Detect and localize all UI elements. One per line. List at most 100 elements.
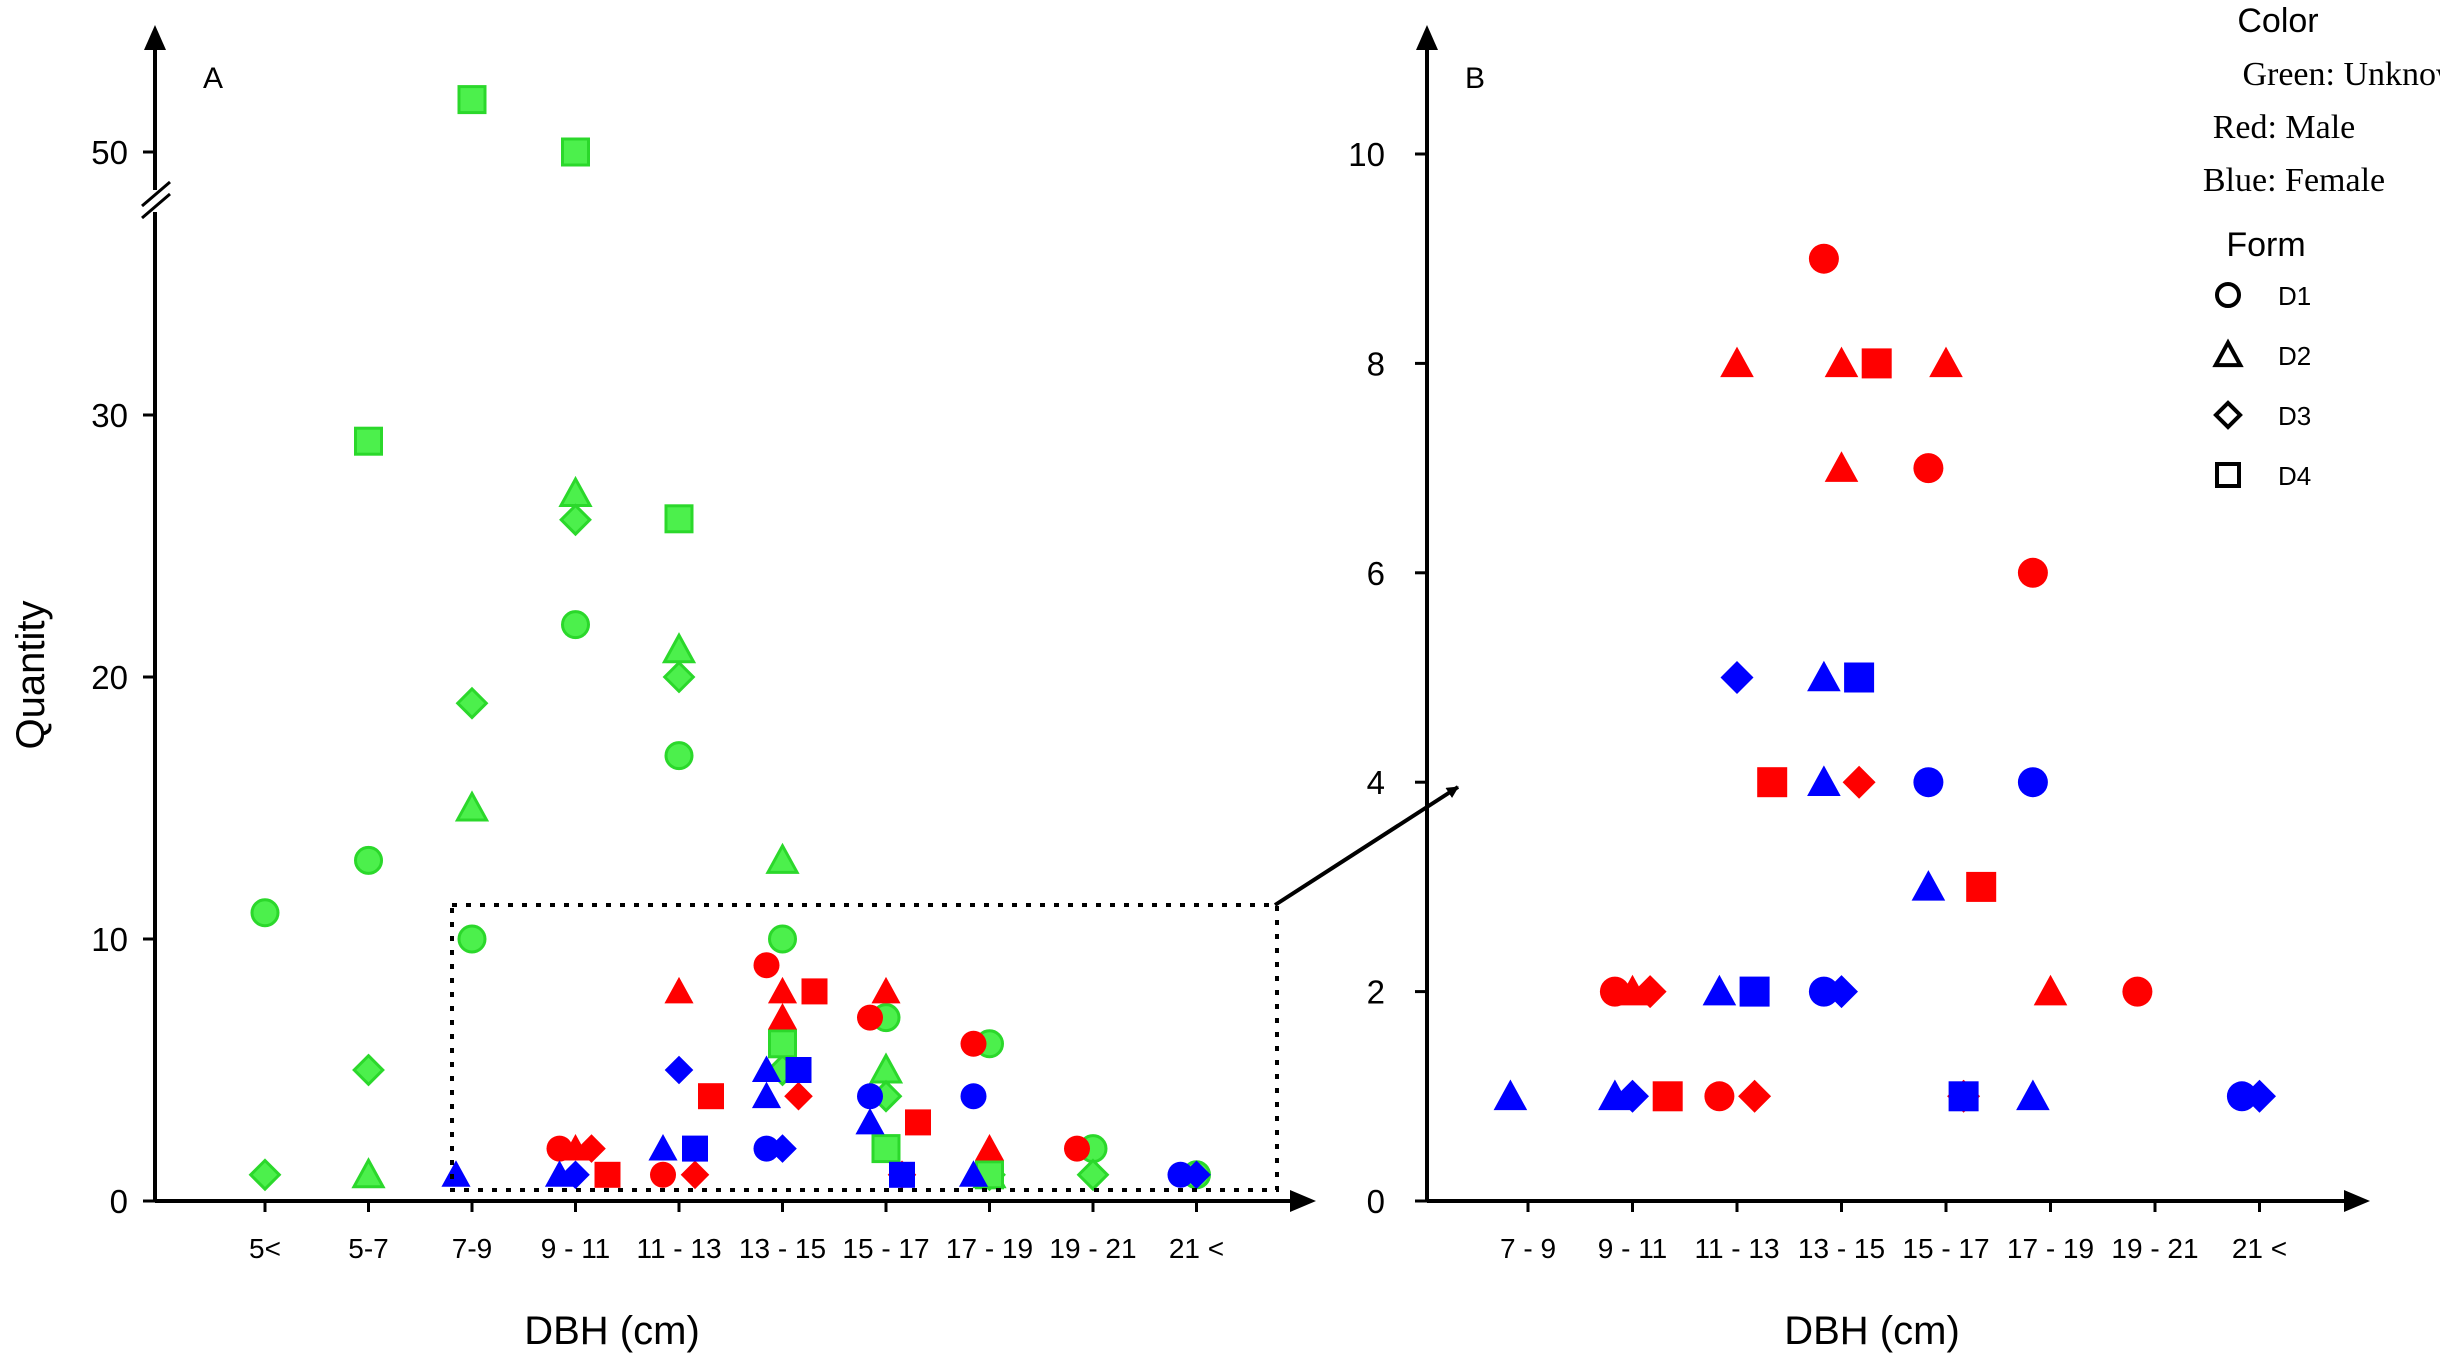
blue-square-point bbox=[889, 1161, 915, 1188]
red-square-point bbox=[594, 1161, 621, 1188]
blue-diamond-point bbox=[1720, 661, 1754, 694]
blue-circle-point bbox=[753, 1135, 780, 1162]
legend: Color Green: Unknown Red: Male Blue: Fem… bbox=[2203, 2, 2440, 491]
red-square-point bbox=[1652, 1081, 1683, 1112]
y-tick-label: 10 bbox=[91, 921, 128, 958]
x-tick-label: 15 - 17 bbox=[842, 1233, 929, 1264]
red-square-point bbox=[905, 1109, 931, 1136]
panel-b-x-axis-label: DBH (cm) bbox=[1784, 1309, 1960, 1353]
red-diamond-point bbox=[1633, 975, 1667, 1009]
red-diamond-point bbox=[1842, 765, 1876, 799]
y-tick-label: 50 bbox=[91, 134, 128, 171]
y-tick-label: 20 bbox=[91, 659, 128, 696]
blue-circle-point bbox=[1913, 767, 1944, 798]
x-tick-label: 13 - 15 bbox=[1798, 1233, 1885, 1264]
legend-color-title: Color bbox=[2237, 2, 2318, 40]
red-triangle-point bbox=[974, 1134, 1005, 1161]
legend-circle-icon bbox=[2215, 282, 2241, 308]
legend-form-label: D4 bbox=[2278, 461, 2311, 491]
x-tick-label: 7-9 bbox=[452, 1233, 492, 1264]
x-tick-label: 19 - 21 bbox=[2111, 1233, 2198, 1264]
y-tick-label: 2 bbox=[1367, 974, 1385, 1011]
panel-a-y-axis-label: Quantity bbox=[9, 601, 53, 750]
red-diamond-point bbox=[577, 1134, 606, 1163]
x-tick-label: 17 - 19 bbox=[946, 1233, 1033, 1264]
legend-form-label: D1 bbox=[2278, 281, 2311, 311]
x-tick-label: 7 - 9 bbox=[1500, 1233, 1556, 1264]
blue-triangle-point bbox=[958, 1160, 989, 1187]
red-diamond-point bbox=[784, 1081, 813, 1111]
green-diamond-point bbox=[248, 1158, 282, 1192]
x-tick-label: 13 - 15 bbox=[739, 1233, 826, 1264]
blue-diamond-point bbox=[1825, 975, 1858, 1009]
x-tick-label: 21 < bbox=[2232, 1233, 2287, 1264]
blue-circle-point bbox=[960, 1083, 987, 1110]
legend-form-label: D2 bbox=[2278, 341, 2311, 371]
green-circle-point bbox=[457, 924, 487, 954]
green-square-point bbox=[561, 137, 590, 167]
green-circle-point bbox=[664, 741, 694, 771]
x-tick-label: 19 - 21 bbox=[1049, 1233, 1136, 1264]
y-tick-label: 8 bbox=[1367, 345, 1385, 382]
red-square-point bbox=[698, 1083, 724, 1110]
x-tick-label: 5< bbox=[249, 1233, 281, 1264]
x-tick-label: 9 - 11 bbox=[1598, 1233, 1668, 1264]
x-tick-label: 11 - 13 bbox=[1694, 1233, 1779, 1264]
red-triangle-point bbox=[1720, 346, 1754, 378]
blue-triangle-point bbox=[751, 1081, 782, 1109]
y-axis-break-mark bbox=[141, 180, 171, 208]
blue-triangle-point bbox=[1493, 1079, 1528, 1111]
blue-diamond-point bbox=[664, 1055, 694, 1085]
red-circle-point bbox=[960, 1030, 987, 1057]
red-triangle-point bbox=[1824, 346, 1859, 378]
panel-a-label: A bbox=[203, 62, 223, 95]
blue-square-point bbox=[682, 1135, 708, 1162]
blue-diamond-point bbox=[1182, 1160, 1211, 1190]
x-tick-label: 5-7 bbox=[348, 1233, 388, 1264]
blue-triangle-point bbox=[441, 1160, 471, 1187]
red-triangle-point bbox=[767, 1003, 798, 1030]
y-tick-label: 30 bbox=[91, 397, 128, 434]
red-square-point bbox=[1861, 348, 1892, 379]
green-circle-point bbox=[250, 898, 280, 928]
legend-form-label: D3 bbox=[2278, 401, 2311, 431]
y-tick-label: 0 bbox=[110, 1183, 128, 1220]
red-square-point bbox=[1966, 871, 1997, 902]
green-triangle-point bbox=[454, 790, 490, 822]
green-square-point bbox=[768, 1029, 797, 1059]
green-circle-point bbox=[354, 845, 383, 875]
red-diamond-point bbox=[1738, 1079, 1772, 1113]
red-square-point bbox=[801, 978, 828, 1005]
blue-square-point bbox=[1948, 1081, 1979, 1112]
blue-triangle-point bbox=[1702, 974, 1737, 1006]
blue-diamond-point bbox=[1616, 1079, 1649, 1113]
panel-b-y-arrowhead bbox=[1416, 25, 1438, 50]
red-circle-point bbox=[1064, 1135, 1090, 1162]
y-tick-label: 10 bbox=[1348, 136, 1385, 173]
red-square-point bbox=[1757, 767, 1788, 798]
x-tick-label: 11 - 13 bbox=[636, 1233, 721, 1264]
green-triangle-point bbox=[868, 1052, 904, 1084]
panel-a-x-axis-label: DBH (cm) bbox=[524, 1309, 700, 1353]
blue-triangle-point bbox=[751, 1055, 782, 1082]
red-triangle-point bbox=[767, 976, 798, 1004]
legend-color-item: Red: Male bbox=[2213, 109, 2356, 146]
blue-square-point bbox=[1844, 662, 1875, 693]
blue-circle-point bbox=[2226, 1081, 2257, 1112]
legend-form-title: Form bbox=[2226, 226, 2305, 264]
red-circle-point bbox=[857, 1004, 883, 1031]
blue-circle-point bbox=[1808, 976, 1839, 1007]
red-circle-point bbox=[1808, 243, 1839, 274]
red-triangle-point bbox=[1929, 346, 1963, 378]
blue-square-point bbox=[1739, 976, 1770, 1007]
y-tick-label: 0 bbox=[1367, 1183, 1385, 1220]
legend-triangle-icon bbox=[2212, 338, 2244, 368]
red-triangle-point bbox=[871, 976, 901, 1004]
legend-square-icon bbox=[2215, 462, 2241, 488]
blue-diamond-point bbox=[2243, 1079, 2276, 1113]
red-circle-point bbox=[1913, 453, 1944, 484]
blue-triangle-point bbox=[1807, 660, 1841, 692]
red-triangle-point bbox=[1824, 451, 1859, 482]
green-triangle-point bbox=[558, 475, 593, 508]
